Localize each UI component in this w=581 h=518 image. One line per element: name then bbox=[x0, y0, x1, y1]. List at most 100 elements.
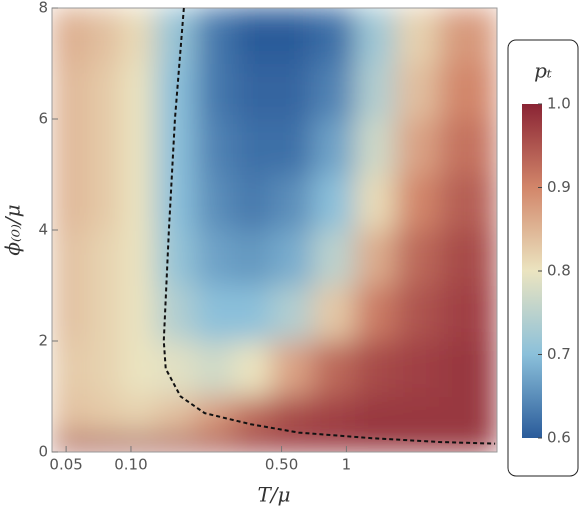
heatmap-cell bbox=[52, 396, 84, 436]
heatmap-cell bbox=[195, 174, 235, 231]
heatmap-cell bbox=[312, 63, 356, 120]
heatmap-cell bbox=[438, 174, 497, 231]
heatmap-cell bbox=[271, 396, 314, 436]
heatmap-cell bbox=[438, 229, 497, 286]
boundary-curve bbox=[162, 7, 496, 445]
heatmap-cell bbox=[438, 396, 497, 436]
heatmap-cell bbox=[354, 340, 397, 397]
heatmap-cell bbox=[82, 229, 122, 286]
heatmap-cell bbox=[271, 434, 314, 452]
heatmap-cell bbox=[395, 174, 440, 231]
heatmap-cell bbox=[155, 118, 197, 175]
heatmap-cell bbox=[233, 174, 273, 231]
heatmap-cell bbox=[120, 340, 157, 397]
heatmap-cell bbox=[52, 229, 84, 286]
colorbar-title: pₜ bbox=[534, 59, 552, 83]
heatmap-cell bbox=[354, 229, 397, 286]
heatmap-cell bbox=[271, 174, 314, 231]
heatmap-cell bbox=[155, 63, 197, 120]
heatmap-cell bbox=[395, 63, 440, 120]
heatmap-cell bbox=[195, 63, 235, 120]
y-axis-label: ϕ₍₀₎/μ bbox=[1, 204, 25, 255]
heatmap-cell bbox=[120, 118, 157, 175]
heatmap-cell bbox=[195, 229, 235, 286]
heatmap-cell bbox=[438, 8, 497, 64]
heatmap-cell bbox=[271, 63, 314, 120]
heatmap-cell bbox=[120, 396, 157, 436]
heatmap-cell bbox=[155, 285, 197, 342]
heatmap-cell bbox=[155, 340, 197, 397]
heatmap-cell bbox=[395, 434, 440, 452]
heatmap-cell bbox=[438, 63, 497, 120]
heatmap-cell bbox=[120, 8, 157, 64]
heatmap-cell bbox=[155, 396, 197, 436]
heatmap-cell bbox=[120, 285, 157, 342]
heatmap-cell bbox=[82, 118, 122, 175]
heatmap-cell bbox=[271, 118, 314, 175]
heatmap-cell bbox=[155, 8, 197, 64]
colorbar-tick-label: 0.7 bbox=[547, 345, 571, 363]
heatmap-cell bbox=[395, 285, 440, 342]
heatmap-cell bbox=[354, 118, 397, 175]
heatmap-cell bbox=[271, 229, 314, 286]
heatmap-cell bbox=[52, 174, 84, 231]
heatmap-cell bbox=[120, 174, 157, 231]
heatmap-cell bbox=[82, 63, 122, 120]
heatmap-cell bbox=[233, 285, 273, 342]
heatmap-cell bbox=[52, 63, 84, 120]
heatmap-cell bbox=[195, 434, 235, 452]
heatmap-cell bbox=[312, 396, 356, 436]
heatmap-cell bbox=[271, 340, 314, 397]
heatmap-cell bbox=[120, 229, 157, 286]
heatmap-cell bbox=[82, 8, 122, 64]
heatmap-cell bbox=[155, 434, 197, 452]
heatmap-cell bbox=[395, 8, 440, 64]
heatmap-cell bbox=[52, 118, 84, 175]
heatmap-cell bbox=[52, 434, 84, 452]
heatmap-cell bbox=[82, 434, 122, 452]
heatmap-cell bbox=[271, 285, 314, 342]
heatmap-cell bbox=[233, 396, 273, 436]
heatmap-cell bbox=[82, 285, 122, 342]
heatmap-cell bbox=[82, 174, 122, 231]
heatmap-cell bbox=[312, 174, 356, 231]
heatmap-cell bbox=[438, 340, 497, 397]
colorbar-tick-label: 0.9 bbox=[547, 178, 571, 196]
heatmap-cell bbox=[354, 174, 397, 231]
x-tick-label: 1 bbox=[342, 456, 352, 474]
heatmap-cell bbox=[195, 285, 235, 342]
x-axis-label: T/μ bbox=[257, 483, 290, 507]
heatmap-cell bbox=[233, 434, 273, 452]
heatmap-cell bbox=[312, 118, 356, 175]
colorbar-tick-label: 1.0 bbox=[547, 95, 571, 113]
heatmap-cell bbox=[438, 285, 497, 342]
heatmap-cell bbox=[354, 63, 397, 120]
colorbar-tick-label: 0.8 bbox=[547, 262, 571, 280]
x-tick-label: 0.05 bbox=[49, 456, 82, 474]
heatmap-cell bbox=[395, 340, 440, 397]
heatmap-cell bbox=[312, 340, 356, 397]
y-tick-label: 6 bbox=[38, 110, 48, 128]
heatmap-cell bbox=[52, 340, 84, 397]
heatmap-cell bbox=[395, 118, 440, 175]
y-tick-label: 2 bbox=[38, 332, 48, 350]
heatmap-cell bbox=[233, 118, 273, 175]
heatmap-cell bbox=[233, 8, 273, 64]
heatmap-cell bbox=[120, 434, 157, 452]
x-tick-label: 0.50 bbox=[265, 456, 298, 474]
heatmap-cell bbox=[438, 118, 497, 175]
x-tick-label: 0.10 bbox=[114, 456, 147, 474]
heatmap-cell bbox=[233, 63, 273, 120]
y-tick-label: 0 bbox=[38, 443, 48, 461]
heatmap-cell bbox=[271, 8, 314, 64]
heatmap bbox=[52, 8, 497, 452]
heatmap-cell bbox=[354, 8, 397, 64]
heatmap-cell bbox=[233, 340, 273, 397]
heatmap-cell bbox=[195, 396, 235, 436]
heatmap-cell bbox=[120, 63, 157, 120]
heatmap-cell bbox=[195, 340, 235, 397]
heatmap-cell bbox=[312, 434, 356, 452]
heatmap-cell bbox=[354, 285, 397, 342]
heatmap-cell bbox=[395, 396, 440, 436]
